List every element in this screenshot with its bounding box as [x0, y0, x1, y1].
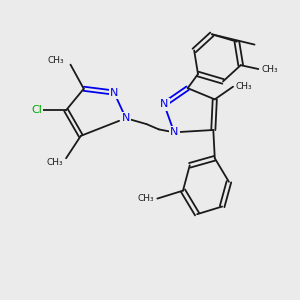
Text: N: N: [122, 113, 130, 123]
Text: Cl: Cl: [31, 105, 42, 115]
Text: N: N: [160, 99, 168, 110]
Text: CH₃: CH₃: [261, 64, 278, 74]
Text: CH₃: CH₃: [236, 82, 253, 91]
Text: CH₃: CH₃: [46, 158, 63, 167]
Text: N: N: [110, 88, 118, 98]
Text: CH₃: CH₃: [138, 194, 154, 203]
Text: N: N: [170, 127, 178, 137]
Text: CH₃: CH₃: [48, 56, 64, 65]
